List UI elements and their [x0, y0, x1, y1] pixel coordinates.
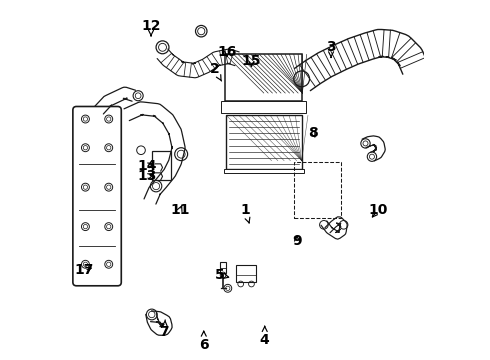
Text: 7: 7: [160, 320, 169, 339]
Bar: [294, 162, 341, 218]
Bar: [152, 151, 172, 180]
Bar: [222, 101, 305, 109]
Text: 5: 5: [215, 268, 229, 282]
Text: 3: 3: [326, 40, 336, 57]
Text: 8: 8: [308, 126, 318, 140]
Bar: [224, 168, 304, 173]
Text: 10: 10: [368, 203, 388, 217]
Text: 16: 16: [218, 45, 237, 59]
Text: 13: 13: [138, 170, 157, 183]
FancyBboxPatch shape: [73, 107, 122, 286]
Bar: [226, 116, 302, 169]
Text: 4: 4: [260, 327, 270, 347]
Bar: [220, 262, 226, 273]
Text: 9: 9: [292, 234, 302, 248]
Bar: [224, 101, 304, 105]
Text: 2: 2: [210, 62, 221, 81]
Text: 14: 14: [138, 159, 157, 173]
Text: 17: 17: [74, 264, 94, 277]
Text: 15: 15: [242, 54, 261, 68]
Bar: [221, 101, 306, 113]
Text: 6: 6: [199, 331, 209, 352]
Bar: [236, 265, 256, 282]
Text: 11: 11: [170, 203, 190, 217]
Text: 1: 1: [240, 203, 250, 223]
Text: 12: 12: [141, 19, 161, 36]
Bar: [225, 54, 302, 101]
